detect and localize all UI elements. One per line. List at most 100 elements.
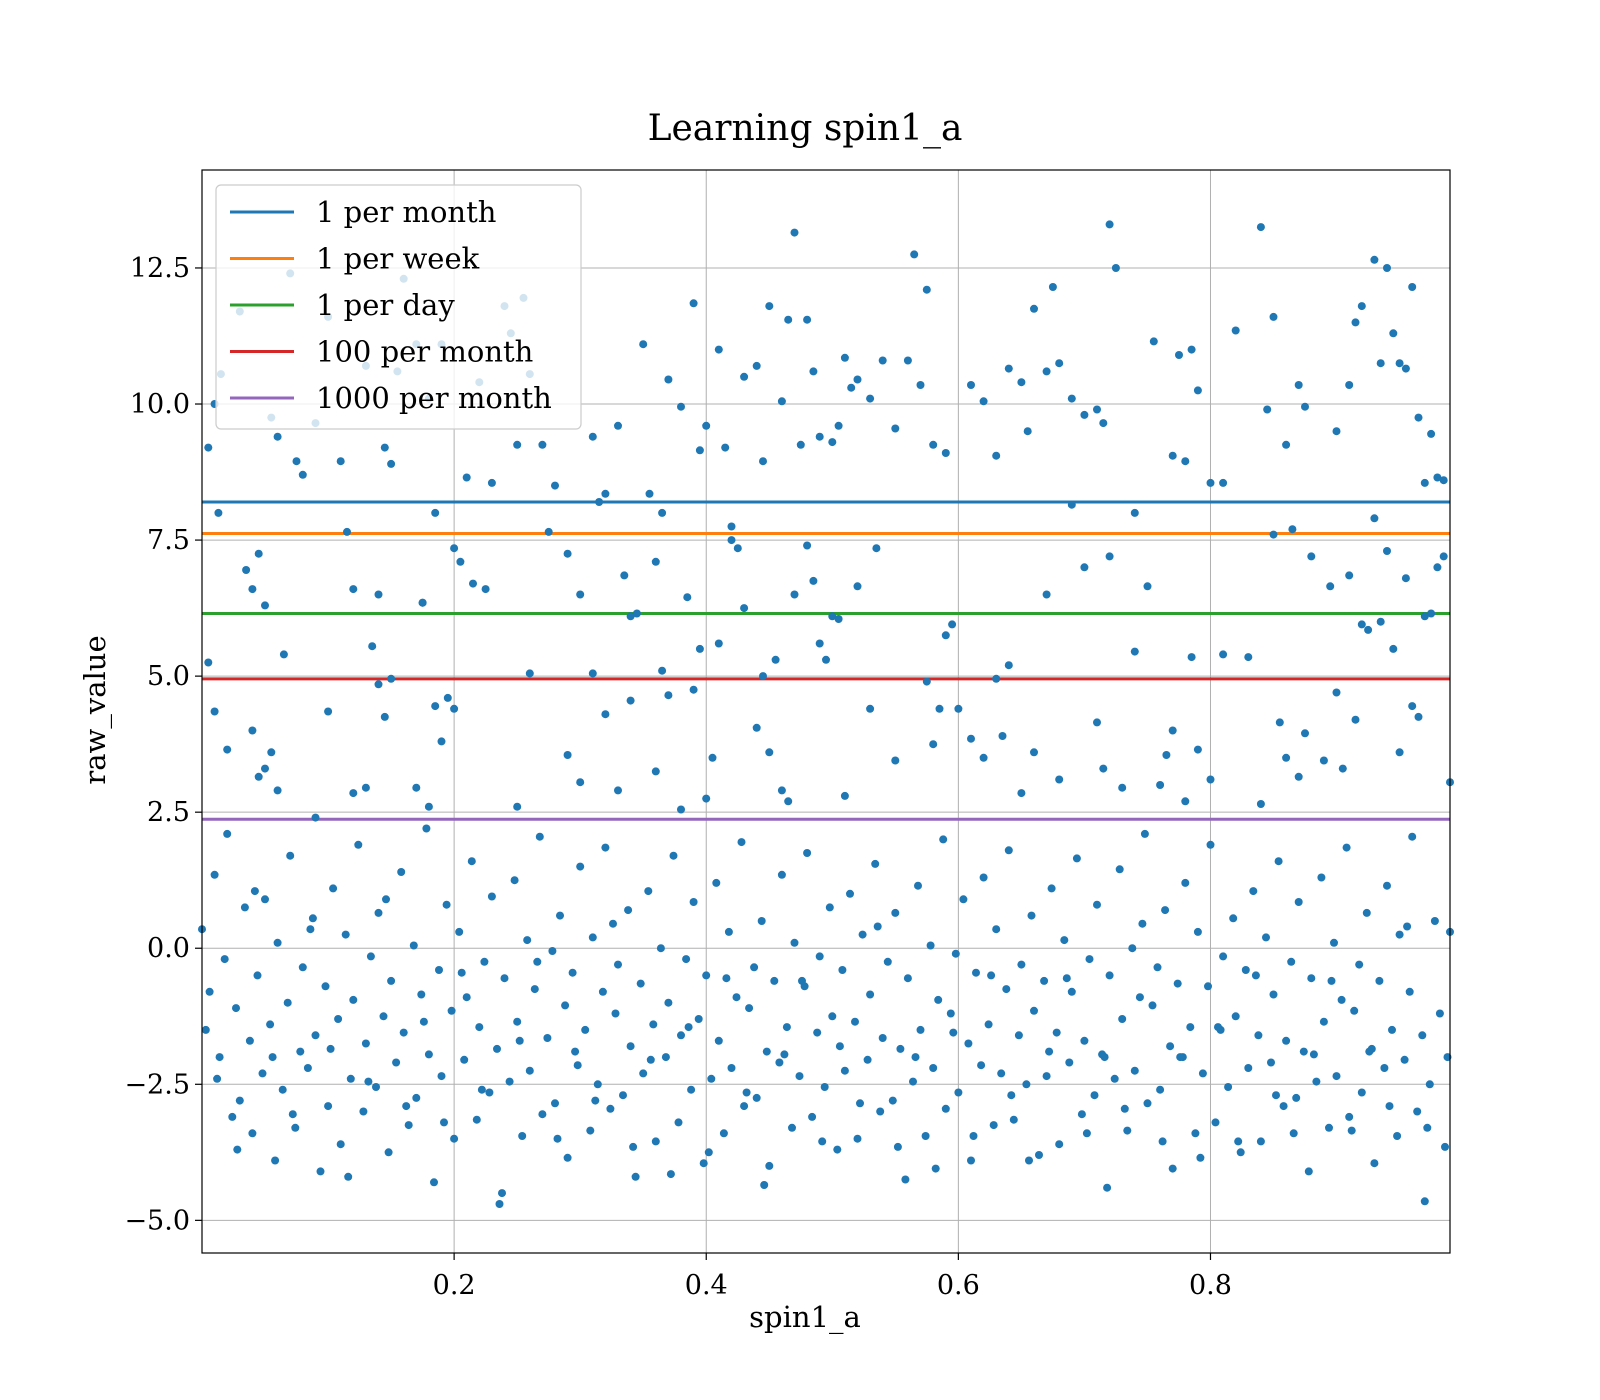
scatter-point (571, 1047, 580, 1056)
scatter-point (204, 443, 213, 452)
scatter-point (1254, 1031, 1263, 1040)
scatter-point (254, 772, 263, 781)
scatter-point (1093, 900, 1101, 909)
scatter-point (1067, 394, 1076, 403)
scatter-point (872, 544, 881, 553)
scatter-point (689, 898, 698, 906)
scatter-point (447, 1006, 456, 1015)
y-tick-label: 2.5 (147, 797, 190, 828)
scatter-point (620, 571, 629, 580)
scatter-point (658, 508, 667, 517)
scatter-point (609, 919, 617, 928)
scatter-point (815, 952, 824, 961)
scatter-point (626, 696, 635, 705)
scatter-point (876, 1107, 885, 1116)
scatter-point (866, 394, 875, 403)
scatter-point (1211, 1118, 1220, 1127)
scatter-point (1350, 1006, 1359, 1015)
scatter-point (505, 1077, 514, 1086)
scatter-point (568, 968, 577, 977)
scatter-point (215, 1053, 224, 1062)
scatter-point (1272, 1091, 1280, 1100)
scatter-point (891, 424, 900, 433)
scatter-point (784, 315, 793, 324)
scatter-point (437, 1072, 446, 1081)
scatter-point (495, 1200, 504, 1208)
scatter-point (851, 1017, 859, 1026)
scatter-point (1395, 930, 1404, 939)
scatter-point (1030, 748, 1038, 757)
scatter-point (1105, 971, 1114, 980)
scatter-point (1365, 1047, 1374, 1056)
scatter-point (941, 631, 950, 640)
scatter-point (828, 612, 837, 621)
scatter-point (1175, 351, 1183, 359)
scatter-point (563, 751, 572, 759)
scatter-point (1430, 917, 1439, 925)
scatter-point (1435, 1009, 1444, 1018)
scatter-point (1307, 552, 1316, 561)
x-tick-label: 0.6 (937, 1270, 980, 1301)
scatter-point (847, 383, 856, 392)
scatter-point (752, 723, 761, 732)
x-axis-label: spin1_a (749, 1300, 861, 1335)
scatter-point (601, 710, 610, 719)
scatter-point (1138, 919, 1147, 928)
scatter-point (204, 658, 213, 667)
scatter-point (1231, 1012, 1240, 1021)
scatter-point (699, 1159, 708, 1168)
scatter-point (1022, 1080, 1031, 1089)
scatter-point (784, 797, 793, 806)
scatter-point (1140, 829, 1149, 838)
scatter-point (437, 737, 446, 746)
scatter-point (324, 1102, 333, 1111)
scatter-point (834, 421, 843, 430)
scatter-point (472, 1115, 481, 1124)
scatter-point (431, 702, 440, 711)
scatter-point (1337, 995, 1346, 1004)
scatter-point (1206, 478, 1215, 487)
scatter-point (1351, 715, 1360, 724)
scatter-point (419, 1017, 428, 1026)
scatter-point (431, 508, 440, 517)
scatter-point (349, 789, 358, 798)
scatter-point (606, 1104, 615, 1113)
y-tick-label: −5.0 (124, 1205, 190, 1236)
scatter-point (1267, 1058, 1275, 1067)
scatter-point (1312, 1077, 1321, 1086)
scatter-point (677, 805, 685, 814)
scatter-point (1023, 427, 1032, 436)
scatter-point (591, 1096, 600, 1105)
scatter-point (1224, 1083, 1233, 1091)
scatter-point (677, 1031, 685, 1040)
scatter-point (1017, 789, 1026, 798)
scatter-point (1100, 1053, 1109, 1062)
scatter-point (1193, 745, 1202, 754)
scatter-point (1439, 552, 1448, 561)
scatter-point (649, 1020, 658, 1029)
scatter-point (538, 1110, 547, 1119)
scatter-point (500, 974, 509, 983)
scatter-point (214, 508, 223, 517)
scatter-point (840, 1066, 849, 1075)
scatter-point (1355, 960, 1364, 969)
scatter-point (261, 601, 269, 610)
scatter-point (939, 835, 948, 844)
scatter-point (1294, 772, 1303, 781)
scatter-point (989, 1121, 998, 1130)
scatter-point (556, 911, 564, 920)
scatter-point (1093, 718, 1101, 727)
y-axis-ticks: −5.0 −2.5 0.0 2.5 5.0 7.5 10.0 12.5 (124, 253, 202, 1236)
scatter-point (1282, 1036, 1291, 1045)
scatter-point (1309, 1050, 1318, 1059)
scatter-point (931, 1164, 940, 1173)
scatter-point (513, 802, 522, 811)
scatter-point (1389, 329, 1398, 338)
scatter-point (341, 930, 350, 939)
scatter-point (1025, 1156, 1033, 1165)
scatter-point (656, 944, 665, 953)
scatter-point (1030, 1006, 1038, 1015)
legend-entry: 1 per week (316, 242, 480, 276)
scatter-point (1004, 661, 1013, 670)
scatter-point (935, 704, 944, 713)
